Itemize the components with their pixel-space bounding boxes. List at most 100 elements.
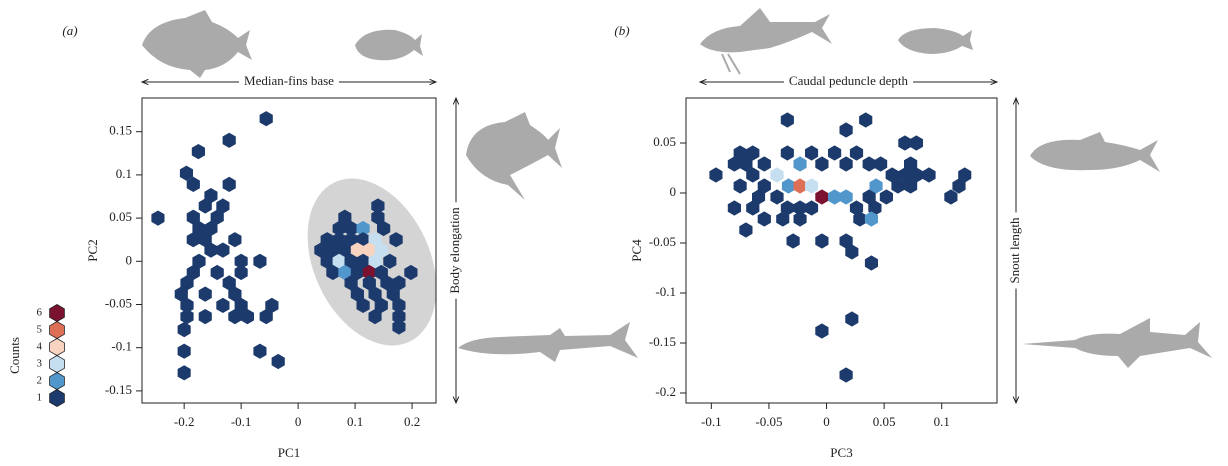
hex-bin [898,135,911,150]
figure: (a) (b) -0.2-0.100.10.2-0.15-0.1-0.0500.… [0,0,1228,466]
x-tick-label: 0.1 [934,414,950,429]
y-tick-label: -0.1 [655,284,676,299]
top-annotation: Median-fins base [244,73,334,88]
hex-bin [192,144,205,159]
right-annotation: Body elongation [447,207,462,294]
legend-title: Counts [7,337,22,374]
panel-label: (a) [62,23,77,38]
hex-bin [781,112,794,127]
hex-bin [178,365,191,380]
hex-bin [815,156,828,171]
y-tick-label: 0.15 [109,123,132,138]
hex-bin [178,322,191,337]
legend-swatch [50,305,65,322]
hex-bin [178,344,191,359]
hex-bin [815,189,828,204]
fish-silhouettes [142,8,1212,368]
y-tick-label: -0.15 [649,334,676,349]
hex-bin [805,178,818,193]
hex-bin [828,189,841,204]
hex-bin [199,309,212,324]
y-tick-label: -0.2 [655,384,676,399]
panel-label: (b) [614,23,629,38]
y-tick-label: 0 [126,252,133,267]
top-annotation: Caudal peduncle depth [789,73,909,88]
hex-bin [815,233,828,248]
y-tick-label: 0.05 [653,134,676,149]
hex-bin [805,145,818,160]
hex-bin [758,156,771,171]
legend-label: 2 [37,375,43,387]
hex-bin [180,309,193,324]
x-tick-label: 0.1 [347,414,363,429]
hex-bin [865,255,878,270]
hex-bin [828,145,841,160]
hex-bin [253,344,266,359]
hex-bin [794,211,807,226]
hex-bin [782,178,795,193]
x-tick-label: 0 [295,414,302,429]
hex-bin [840,122,853,137]
hex-bin [216,243,229,258]
hex-bin [223,133,236,148]
hex-bin [840,156,853,171]
x-tick-label: 0.2 [404,414,420,429]
hex-bin [794,178,807,193]
hex-bin [863,156,876,171]
x-tick-label: -0.1 [701,414,722,429]
legend-label: 6 [37,307,43,319]
y-tick-label: 0 [670,184,677,199]
hex-bin [272,354,285,369]
hex-bin [260,111,273,126]
hex-bin [770,189,783,204]
hex-bin [253,254,266,269]
plot-frame [686,98,997,403]
y-tick-label: 0.05 [109,209,132,224]
legend-swatch [50,356,65,373]
hex-bin [151,211,164,226]
hex-bin [805,200,818,215]
hex-bin [840,189,853,204]
hex-bin [923,167,936,182]
y-tick-label: -0.1 [111,339,132,354]
right-annotation: Snout length [1007,217,1022,284]
hex-bin [794,156,807,171]
legend-swatch [50,339,65,356]
y-axis-title: PC4 [629,239,644,262]
hex-bin [199,287,212,302]
legend-label: 1 [37,392,43,404]
y-tick-label: 0.1 [116,166,132,181]
hex-bin [223,177,236,192]
hex-bin [734,178,747,193]
x-tick-label: 0 [823,414,830,429]
y-tick-label: -0.15 [105,382,132,397]
hex-bin [709,167,722,182]
legend-label: 4 [37,341,43,353]
legend-label: 5 [37,324,43,336]
y-axis-title: PC2 [85,239,100,261]
hex-bin [787,233,800,248]
legend-swatch [50,373,65,390]
legend-label: 3 [37,358,43,370]
hex-bin [235,265,248,280]
y-tick-label: -0.05 [649,234,676,249]
x-tick-label: 0.05 [873,414,896,429]
hex-bin [859,112,872,127]
hex-bin [781,145,794,160]
hex-bin [815,323,828,338]
hex-bin [770,167,783,182]
hex-bin [874,156,887,171]
x-tick-label: -0.2 [174,414,195,429]
x-axis-title: PC3 [830,445,852,460]
hex-bin [216,298,229,313]
x-axis-title: PC1 [278,445,300,460]
hex-bin [944,189,957,204]
hex-bin [845,311,858,326]
hex-bin [840,367,853,382]
hex-bin [910,135,923,150]
legend-swatch [50,390,65,407]
hex-bin [739,222,752,237]
hex-bin [211,265,224,280]
hex-bin [758,211,771,226]
hex-bin [850,145,863,160]
